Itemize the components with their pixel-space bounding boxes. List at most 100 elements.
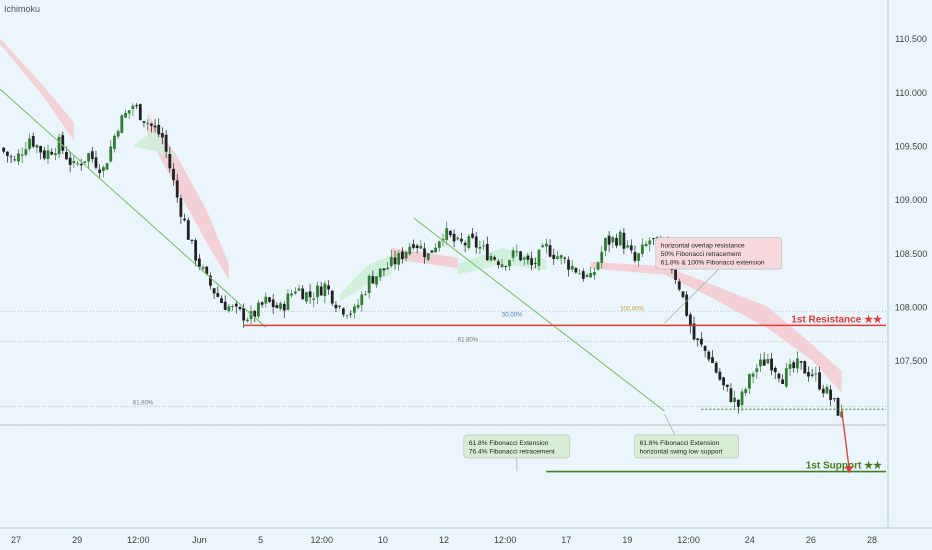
time-tick-label: 10 (378, 535, 388, 545)
candle-body (131, 105, 135, 110)
time-tick-label: 12:00 (494, 535, 517, 545)
candle-body (400, 251, 404, 260)
candle-body (725, 384, 729, 388)
candle-body (530, 258, 533, 266)
candle-body (836, 397, 840, 416)
forecast-arrow (841, 409, 854, 474)
candle-body (685, 294, 689, 316)
candle-body (522, 257, 526, 260)
candle-body (596, 262, 600, 270)
resistance-note-line: 61.8% & 100% Fibonacci extension (661, 260, 765, 267)
candle-body (157, 124, 161, 135)
candle-body (581, 271, 585, 279)
candle-body (13, 159, 17, 161)
candle-body (90, 151, 94, 159)
candle-body (28, 138, 31, 149)
time-axis: 27 29 12:00 Jun 5 12:00 10 12 12:00 17 19 12:00 24 26… (11, 535, 877, 545)
swing-low-note-box[interactable] (634, 434, 739, 459)
trendline[interactable] (413, 217, 665, 412)
candle-body (460, 238, 463, 242)
candle-body (316, 285, 319, 298)
candle-body (570, 265, 574, 270)
candle-body (548, 245, 552, 257)
candle-body (496, 261, 500, 265)
time-tick-label: Jun (192, 535, 207, 545)
time-tick-label: 27 (11, 535, 21, 545)
candle-body (825, 386, 829, 394)
candle-body (323, 283, 327, 297)
candle-body (98, 169, 102, 173)
time-tick-label: 12:00 (127, 535, 150, 545)
candle-body (76, 163, 79, 165)
candle-body (508, 260, 511, 267)
time-tick-label: 12:00 (310, 535, 333, 545)
trendline[interactable] (0, 88, 267, 328)
candle-body (349, 313, 353, 315)
price-tick-label: 110.000 (895, 88, 927, 98)
candle-body (644, 243, 648, 247)
candle-body (452, 233, 456, 242)
candle-body (419, 245, 423, 249)
candle-body (312, 298, 316, 300)
candle-body (253, 310, 257, 317)
price-tick-label: 108.500 (895, 249, 928, 259)
candle-body (578, 273, 581, 275)
candle-body (807, 372, 810, 377)
swing-low-note-line: 61.8% Fibonacci Extension (640, 440, 720, 447)
candle-body (353, 306, 356, 313)
cloud-bull (339, 255, 392, 302)
candle-body (105, 163, 109, 170)
candle-body (109, 146, 113, 162)
candle-body (290, 293, 294, 296)
candle-body (194, 240, 198, 261)
candle-body (35, 145, 39, 148)
candle-body (286, 293, 290, 310)
candle-body (755, 368, 759, 372)
candle-body (53, 153, 57, 156)
candle-body (640, 244, 644, 254)
candle-body (773, 367, 777, 373)
candle-body (733, 397, 737, 403)
candle-body (275, 305, 279, 308)
support-note-box[interactable] (463, 434, 571, 459)
candle-body (2, 147, 6, 152)
candle-body (367, 275, 371, 294)
candle-body (832, 398, 836, 400)
candle-body (297, 288, 301, 291)
forecast-arrow-line (841, 409, 850, 469)
candle-body (65, 152, 68, 160)
candle-body (79, 163, 83, 166)
candle-body (87, 153, 90, 162)
candle-body (393, 257, 397, 265)
candle-body (20, 154, 24, 156)
candle-body (674, 269, 677, 280)
candle-body (42, 150, 46, 159)
candle-body (404, 251, 408, 259)
forecast-arrow-head (845, 466, 854, 474)
candle-body (120, 115, 124, 133)
candle-body (600, 251, 604, 263)
candle-body (305, 292, 308, 302)
candle-body (138, 104, 142, 121)
candle-body (319, 286, 323, 296)
candle-body (341, 308, 345, 315)
candle-body (201, 267, 205, 269)
candle-body (172, 168, 175, 181)
candle-body (5, 151, 9, 156)
candle-body (729, 388, 733, 402)
candle-body (50, 151, 54, 155)
candle-body (556, 256, 559, 259)
candle-body (142, 121, 146, 123)
time-tick-label: 19 (622, 535, 632, 545)
price-tick-label: 110.500 (895, 34, 927, 44)
candle-body (482, 245, 486, 247)
resistance-note-box[interactable] (655, 237, 783, 270)
candle-body (537, 249, 541, 266)
candle-body (740, 391, 744, 405)
time-tick-label: 24 (745, 535, 755, 545)
candle-body (238, 306, 242, 310)
fib-label: 61.80% (133, 401, 154, 407)
candle-body (24, 149, 28, 155)
